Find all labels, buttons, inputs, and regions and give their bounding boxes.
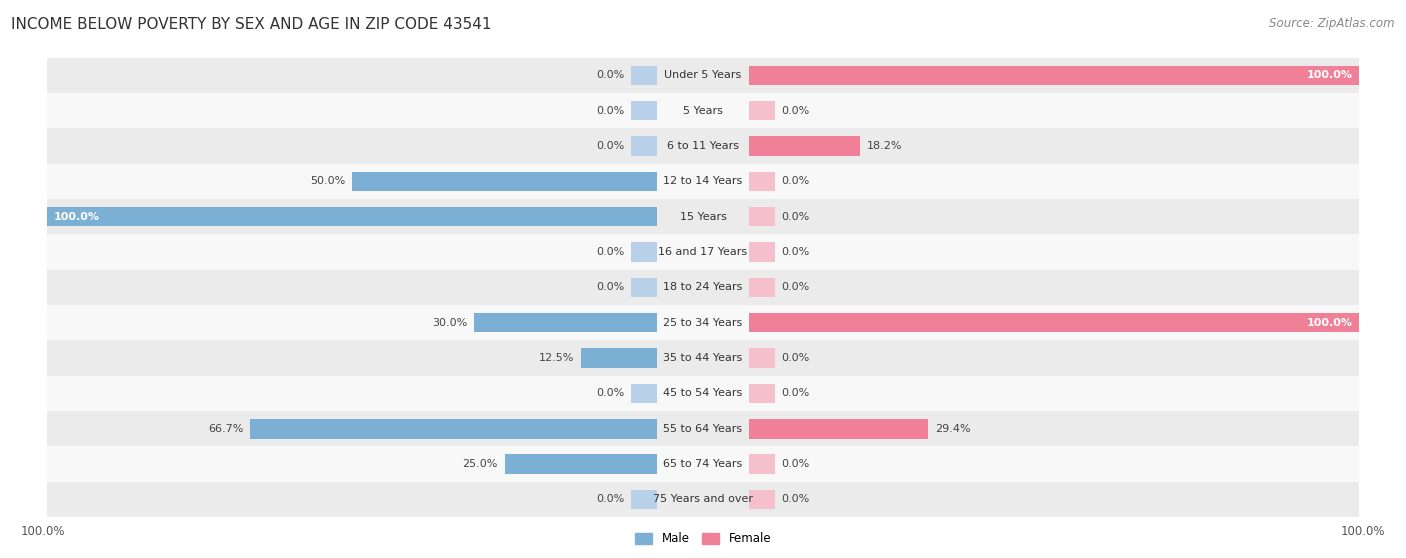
Bar <box>749 384 775 403</box>
Text: 100.0%: 100.0% <box>53 211 100 222</box>
Bar <box>749 278 775 297</box>
Bar <box>46 446 1360 482</box>
Text: 18 to 24 Years: 18 to 24 Years <box>664 282 742 292</box>
Text: 18.2%: 18.2% <box>866 141 903 151</box>
Bar <box>749 242 775 262</box>
Bar <box>46 57 1360 93</box>
Text: 29.4%: 29.4% <box>935 424 970 434</box>
Bar <box>46 234 1360 270</box>
Text: 100.0%: 100.0% <box>1341 526 1385 538</box>
Text: 0.0%: 0.0% <box>596 282 624 292</box>
Text: 0.0%: 0.0% <box>782 459 810 469</box>
Text: 100.0%: 100.0% <box>1306 70 1353 80</box>
Bar <box>46 128 1360 163</box>
Bar <box>749 207 775 227</box>
Bar <box>631 278 657 297</box>
Text: 0.0%: 0.0% <box>782 282 810 292</box>
Bar <box>46 376 1360 411</box>
Bar <box>631 490 657 509</box>
Text: 6 to 11 Years: 6 to 11 Years <box>666 141 740 151</box>
Bar <box>46 207 657 227</box>
Text: 0.0%: 0.0% <box>782 211 810 222</box>
Text: 12.5%: 12.5% <box>538 353 574 363</box>
Text: INCOME BELOW POVERTY BY SEX AND AGE IN ZIP CODE 43541: INCOME BELOW POVERTY BY SEX AND AGE IN Z… <box>11 17 492 32</box>
Text: 0.0%: 0.0% <box>782 353 810 363</box>
Text: Source: ZipAtlas.com: Source: ZipAtlas.com <box>1270 17 1395 30</box>
Text: 65 to 74 Years: 65 to 74 Years <box>664 459 742 469</box>
Bar <box>749 454 775 474</box>
Bar <box>749 136 860 156</box>
Bar <box>46 340 1360 376</box>
Text: 15 Years: 15 Years <box>679 211 727 222</box>
Text: 25.0%: 25.0% <box>463 459 498 469</box>
Bar <box>631 242 657 262</box>
Bar <box>46 270 1360 305</box>
Text: 16 and 17 Years: 16 and 17 Years <box>658 247 748 257</box>
Bar <box>46 411 1360 446</box>
Bar <box>46 305 1360 340</box>
Bar <box>474 313 657 333</box>
Bar <box>749 172 775 191</box>
Bar <box>505 454 657 474</box>
Text: 100.0%: 100.0% <box>21 526 65 538</box>
Text: 0.0%: 0.0% <box>782 176 810 186</box>
Bar <box>749 419 928 439</box>
Bar <box>46 199 1360 234</box>
Text: 0.0%: 0.0% <box>782 247 810 257</box>
Bar <box>46 482 1360 517</box>
Text: 0.0%: 0.0% <box>596 141 624 151</box>
Text: 0.0%: 0.0% <box>782 388 810 398</box>
Bar <box>749 101 775 121</box>
Text: 0.0%: 0.0% <box>596 494 624 504</box>
Bar <box>749 313 1360 333</box>
Bar <box>631 384 657 403</box>
Bar <box>581 348 657 368</box>
Text: 0.0%: 0.0% <box>596 70 624 80</box>
Bar <box>631 136 657 156</box>
Text: 0.0%: 0.0% <box>782 105 810 116</box>
Text: 100.0%: 100.0% <box>1306 318 1353 328</box>
Text: 50.0%: 50.0% <box>311 176 346 186</box>
Bar <box>749 65 1360 85</box>
Bar <box>631 65 657 85</box>
Text: 5 Years: 5 Years <box>683 105 723 116</box>
Text: 0.0%: 0.0% <box>782 494 810 504</box>
Text: 0.0%: 0.0% <box>596 388 624 398</box>
Text: 66.7%: 66.7% <box>208 424 243 434</box>
Text: 12 to 14 Years: 12 to 14 Years <box>664 176 742 186</box>
Bar <box>749 348 775 368</box>
Bar <box>631 101 657 121</box>
Bar <box>749 490 775 509</box>
Text: 0.0%: 0.0% <box>596 105 624 116</box>
Text: 45 to 54 Years: 45 to 54 Years <box>664 388 742 398</box>
Bar <box>46 163 1360 199</box>
Bar <box>250 419 657 439</box>
Text: 35 to 44 Years: 35 to 44 Years <box>664 353 742 363</box>
Text: 75 Years and over: 75 Years and over <box>652 494 754 504</box>
Text: 0.0%: 0.0% <box>596 247 624 257</box>
Text: Under 5 Years: Under 5 Years <box>665 70 741 80</box>
Bar <box>46 93 1360 128</box>
Text: 25 to 34 Years: 25 to 34 Years <box>664 318 742 328</box>
Text: 55 to 64 Years: 55 to 64 Years <box>664 424 742 434</box>
Text: 30.0%: 30.0% <box>432 318 467 328</box>
Bar <box>352 172 657 191</box>
Legend: Male, Female: Male, Female <box>630 528 776 550</box>
